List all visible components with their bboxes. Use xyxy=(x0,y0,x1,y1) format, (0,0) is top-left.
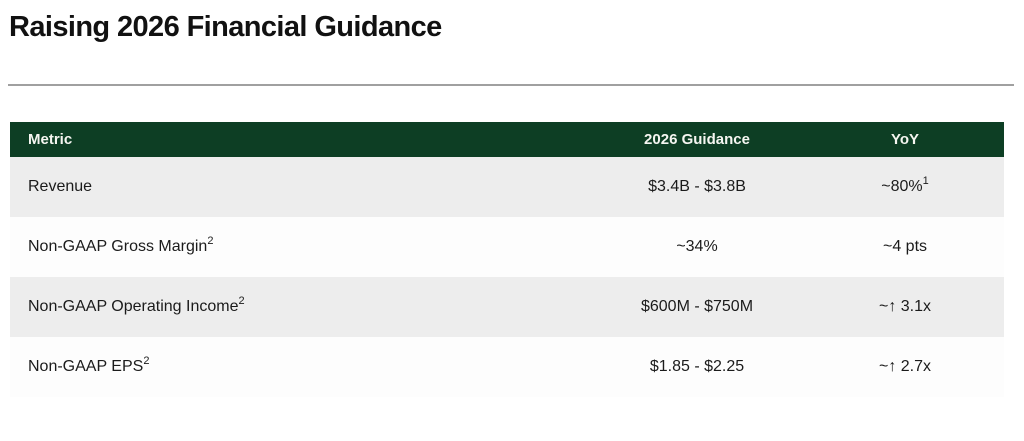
table-header-row: Metric 2026 Guidance YoY xyxy=(10,122,1004,157)
guidance-table: Metric 2026 Guidance YoY Revenue $3.4B -… xyxy=(10,122,1004,397)
footnote-marker: 2 xyxy=(238,294,245,307)
footnote-marker: 1 xyxy=(922,174,929,187)
yoy-value: ~80%1 xyxy=(881,174,929,195)
guidance-value: $3.4B - $3.8B xyxy=(648,178,746,195)
metric-label: Non-GAAP Gross Margin2 xyxy=(28,234,214,255)
footnote-marker: 2 xyxy=(143,354,150,367)
guidance-value: $600M - $750M xyxy=(640,298,754,315)
guidance-value: $1.85 - $2.25 xyxy=(649,358,745,375)
metric-label: Non-GAAP Operating Income2 xyxy=(28,294,245,315)
yoy-value: ~↑ 3.1x xyxy=(878,298,932,315)
metric-label: Revenue xyxy=(28,178,93,195)
table-row-eps: Non-GAAP EPS2 $1.85 - $2.25 ~↑ 2.7x xyxy=(10,337,1004,397)
yoy-value: ~↑ 2.7x xyxy=(878,358,932,375)
page-title: Raising 2026 Financial Guidance xyxy=(9,11,442,43)
yoy-value: ~4 pts xyxy=(882,238,928,255)
table-row-revenue: Revenue $3.4B - $3.8B ~80%1 xyxy=(10,157,1004,217)
footnote-marker: 2 xyxy=(207,234,214,247)
table-row-operating-income: Non-GAAP Operating Income2 $600M - $750M… xyxy=(10,277,1004,337)
metric-label: Non-GAAP EPS2 xyxy=(28,354,150,375)
table-row-gross-margin: Non-GAAP Gross Margin2 ~34% ~4 pts xyxy=(10,217,1004,277)
guidance-value: ~34% xyxy=(676,238,718,255)
header-yoy: YoY xyxy=(890,131,920,148)
header-2026-guidance: 2026 Guidance xyxy=(644,131,750,148)
header-metric: Metric xyxy=(28,131,73,148)
title-divider xyxy=(8,84,1014,86)
